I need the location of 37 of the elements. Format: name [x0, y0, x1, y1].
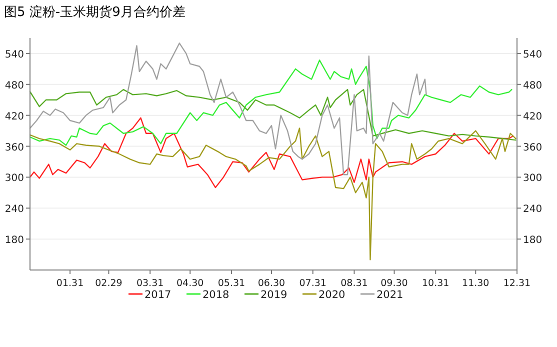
y-tick-label: 480 — [4, 80, 24, 92]
x-tick-label: 04.30 — [176, 278, 204, 289]
chart-title: 图5 淀粉-玉米期货9月合约价差 — [4, 5, 186, 20]
y2-tick-label: 420 — [523, 111, 542, 122]
x-tick-label: 01.31 — [56, 278, 84, 289]
x-tick-label: 07.31 — [299, 278, 326, 289]
legend-label: 2019 — [260, 289, 288, 301]
y2-tick-label: 240 — [523, 204, 542, 216]
y2-tick-label: 300 — [523, 173, 542, 184]
x-tick-label: 09.30 — [380, 278, 408, 289]
y2-tick-label: 480 — [523, 80, 542, 92]
y-tick-label: 420 — [4, 111, 24, 122]
legend-label: 2017 — [144, 289, 172, 301]
legend-label: 2018 — [202, 289, 230, 301]
y2-tick-label: 540 — [523, 49, 542, 60]
y-tick-label: 240 — [4, 204, 24, 216]
y-tick-label: 360 — [4, 142, 24, 154]
y2-tick-label: 360 — [523, 142, 542, 154]
x-tick-label: 02.29 — [95, 278, 122, 289]
line-series — [29, 42, 427, 176]
line-series — [29, 60, 512, 146]
y2-tick-label: 180 — [523, 235, 542, 246]
x-tick-label: 10.31 — [422, 278, 450, 289]
x-tick-label: 05.31 — [218, 278, 246, 289]
legend-label: 2020 — [318, 289, 346, 301]
y-tick-label: 300 — [4, 173, 24, 184]
x-tick-label: 06.30 — [258, 278, 286, 289]
x-tick-label: 12.31 — [503, 278, 531, 289]
x-tick-label: 08.31 — [340, 278, 368, 289]
line-series — [29, 128, 516, 260]
line-series — [29, 117, 514, 188]
x-tick-label: 03.31 — [136, 278, 164, 289]
y-tick-label: 540 — [4, 49, 24, 60]
y-tick-label: 180 — [4, 235, 24, 246]
legend-label: 2021 — [376, 289, 404, 301]
line-series — [29, 88, 516, 141]
x-tick-label: 11.30 — [462, 278, 490, 289]
